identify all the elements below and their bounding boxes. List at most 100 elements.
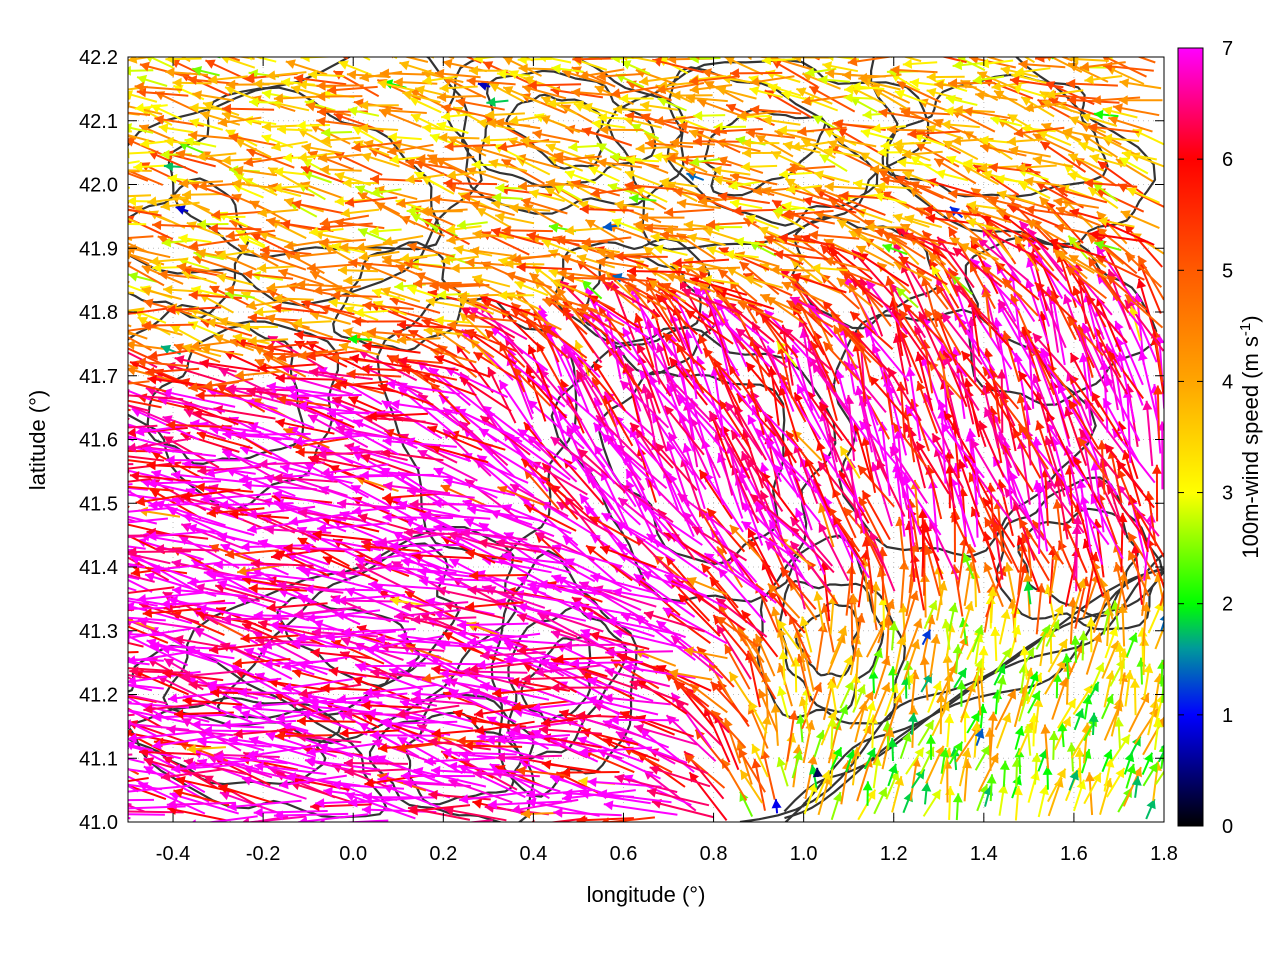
wind-vector [796,384,832,448]
wind-vector [1042,765,1053,790]
wind-vector [231,193,276,215]
wind-vector [379,467,452,479]
x-tick-label-0: -0.4 [156,843,190,865]
wind-vector [740,450,767,512]
wind-vector [1078,631,1089,661]
wind-vector [128,380,167,393]
wind-vector [129,471,191,483]
wind-vector [542,297,589,315]
wind-vector [576,815,634,822]
wind-vector [1076,478,1092,553]
wind-vector [629,422,674,469]
wind-vector [267,575,329,590]
wind-vector [309,57,312,58]
wind-vector [970,506,996,561]
wind-vector [526,399,585,450]
wind-vector [1159,615,1164,631]
x-tick-label-3: 0.2 [429,843,457,865]
wind-vector [94,266,127,276]
wind-vector [803,782,818,815]
wind-vector [386,379,460,395]
wind-vector [128,777,149,783]
wind-vector [1136,57,1156,64]
wind-vector [128,713,135,717]
colorbar-tick-label-4: 4 [1222,371,1233,393]
wind-vector [662,607,728,645]
wind-vector [917,719,935,747]
wind-vector [686,57,691,59]
wind-vector [1086,681,1100,703]
wind-vector [286,772,361,787]
wind-vector [439,669,515,680]
wind-vector [265,731,337,758]
wind-vector [582,749,635,774]
wind-vector [178,535,240,570]
wind-vector [1073,262,1088,325]
wind-vector [1023,723,1034,756]
wind-vector [495,537,561,550]
wind-vector [166,420,223,431]
wind-vector [804,754,818,800]
wind-vector [1159,587,1164,606]
wind-vector [273,810,349,821]
wind-vector [397,334,441,345]
wind-vector [974,744,991,771]
wind-vector [562,344,605,400]
wind-vector [272,303,327,315]
wind-vector [266,602,328,613]
wind-vector [510,798,579,815]
wind-vector [128,546,192,557]
wind-vector [467,632,541,647]
wind-vector [619,710,675,736]
wind-vector [665,441,690,507]
wind-vector [572,57,603,61]
wind-vector [128,160,140,165]
wind-vector [940,57,967,64]
wind-vector [149,641,221,651]
wind-vector [339,728,400,739]
wind-vector [237,687,313,698]
x-tick-label-11: 1.8 [1150,843,1178,865]
wind-vector [904,618,923,661]
wind-vector [830,746,843,770]
wind-vector [1027,770,1040,803]
wind-vector [1097,440,1108,495]
wind-vector [425,297,464,309]
y-tick-label-11: 42.1 [79,111,118,133]
wind-vector [1073,708,1085,731]
wind-vector [683,646,728,660]
x-tick-label-8: 1.2 [880,843,908,865]
wind-vector [817,460,859,512]
wind-vector [170,470,246,483]
wind-vector [681,288,742,315]
wind-vector [465,312,517,323]
wind-vector [984,382,1018,434]
wind-vector [218,499,294,510]
wind-vector [622,327,660,394]
contour-line [276,596,420,688]
wind-vector [461,666,528,677]
wind-vector [1040,724,1051,769]
wind-vector [517,602,587,622]
wind-vector [523,468,560,511]
wind-vector [460,528,528,541]
wind-vector [401,601,469,612]
wind-vector [589,631,650,650]
wind-vector [232,658,291,669]
wind-vector [899,731,912,760]
y-tick-label-12: 42.2 [79,47,118,69]
wind-vector [245,744,320,761]
wind-vector [128,798,155,802]
wind-vector [724,643,751,690]
wind-vector [710,709,747,749]
wind-vector [698,469,733,520]
y-tick-label-7: 41.7 [79,366,118,388]
wind-vector [974,728,985,747]
wind-vector [550,682,614,693]
wind-vector [400,770,476,781]
wind-vector [480,650,546,661]
wind-vector [854,385,873,453]
wind-vector [1145,798,1156,820]
wind-vector [160,599,236,609]
wind-vector [819,47,866,57]
